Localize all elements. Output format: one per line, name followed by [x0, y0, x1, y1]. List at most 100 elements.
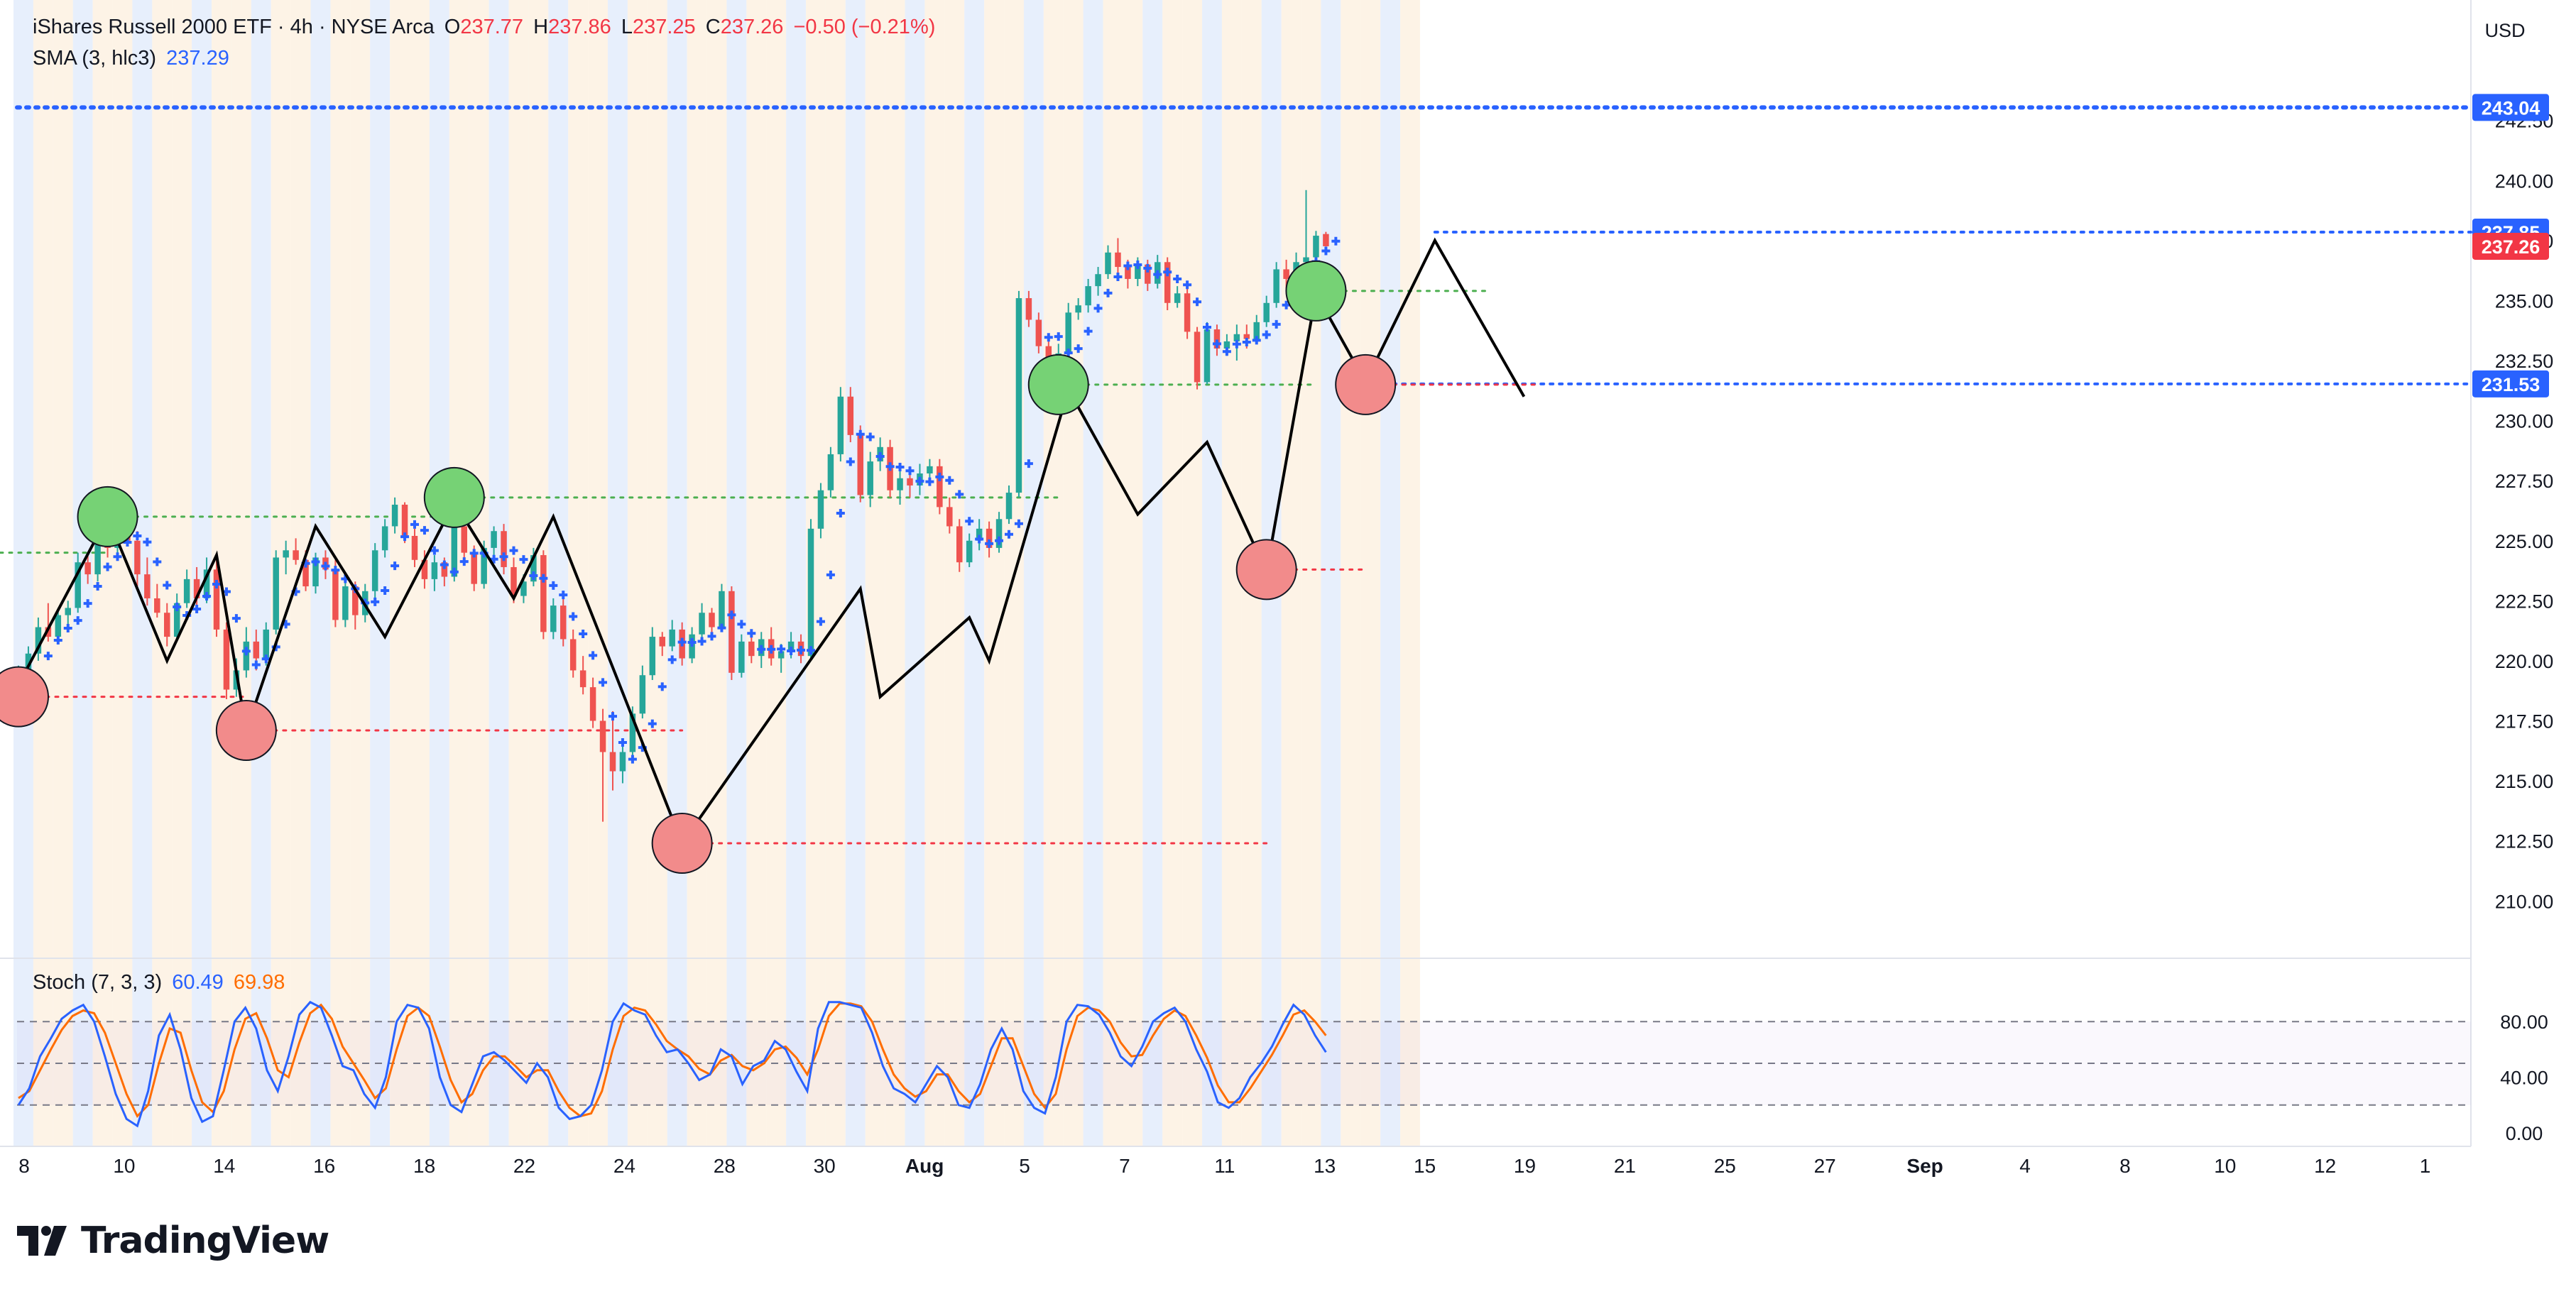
candle-body — [807, 528, 814, 657]
candle-body — [827, 454, 834, 490]
candle-body — [164, 613, 170, 637]
candle-body — [193, 579, 200, 598]
sma-marker — [579, 629, 588, 638]
candle-body — [1194, 331, 1201, 383]
sma-marker — [251, 660, 261, 669]
candle-body — [609, 752, 616, 772]
candle-body — [94, 543, 101, 575]
candle-body — [471, 552, 477, 584]
session-band — [1380, 0, 1401, 1146]
candle-body — [837, 396, 844, 454]
session-band — [1321, 0, 1341, 1146]
candle-body — [391, 505, 398, 527]
sma-marker — [657, 682, 667, 691]
candle-body — [1233, 334, 1240, 341]
sma-marker — [1321, 246, 1331, 256]
candle-body — [183, 579, 190, 603]
pivot-high-circle — [1027, 353, 1089, 415]
price-axis[interactable]: 210.00 212.50 215.00 217.50 220.00 222.50 225.… — [2472, 94, 2553, 1144]
sma-marker — [777, 645, 786, 654]
candle-body — [302, 559, 309, 587]
candle-body — [45, 627, 52, 637]
time-tick-label: 14 — [213, 1155, 235, 1177]
sma-marker — [807, 646, 815, 655]
session-band — [706, 0, 727, 1146]
candle-body — [154, 598, 160, 613]
sma-marker — [697, 637, 706, 646]
stoch-k-value: 60.49 — [172, 971, 224, 994]
candle-body — [847, 396, 854, 435]
sma-marker — [410, 520, 419, 529]
sma-marker — [43, 652, 53, 661]
session-band — [667, 0, 687, 1146]
sma-marker — [866, 432, 875, 442]
pivot-high-circle — [77, 486, 138, 547]
sma-marker — [1093, 304, 1103, 313]
symbol-title[interactable]: iShares Russell 2000 ETF · 4h · NYSE Arc… — [33, 16, 435, 38]
low-label: L — [621, 16, 633, 38]
sma-marker — [459, 557, 469, 566]
sma-marker — [1242, 338, 1251, 347]
sma-marker — [816, 617, 825, 626]
session-band — [845, 0, 866, 1146]
session-band — [647, 0, 667, 1146]
candle-body — [1243, 334, 1250, 339]
candle-body — [946, 507, 953, 527]
session-band — [1301, 0, 1321, 1146]
sma-marker — [1193, 297, 1202, 307]
session-band — [548, 0, 569, 1146]
candle-body — [520, 581, 527, 596]
session-band — [964, 0, 985, 1146]
sma-marker — [767, 645, 776, 654]
sma-marker — [1054, 332, 1063, 341]
sma-marker — [915, 476, 924, 486]
time-tick-label: 12 — [2314, 1155, 2336, 1177]
time-tick-label: 10 — [2214, 1155, 2236, 1177]
sma-marker — [1252, 336, 1261, 345]
candle-body — [709, 613, 715, 627]
time-tick-label: Aug — [905, 1155, 944, 1177]
sma-marker — [677, 637, 687, 647]
candle-body — [1303, 257, 1309, 263]
sma-label[interactable]: SMA (3, hlc3) — [33, 47, 157, 70]
sma-marker — [391, 561, 400, 571]
sma-marker — [608, 712, 617, 721]
close-label: C — [705, 16, 721, 38]
change-value: −0.50 (−0.21%) — [793, 16, 936, 38]
sma-marker — [797, 645, 806, 654]
sma-marker — [1014, 519, 1023, 528]
sma-marker — [440, 560, 449, 569]
candle-body — [134, 540, 141, 575]
session-band — [905, 0, 925, 1146]
candle-body — [481, 547, 487, 584]
time-tick-label: 15 — [1414, 1155, 1436, 1177]
time-tick-label: 28 — [714, 1155, 736, 1177]
sma-marker — [1331, 236, 1341, 246]
session-band — [1083, 0, 1103, 1146]
price-tick-label: 210.00 — [2495, 891, 2554, 912]
session-band — [53, 0, 73, 1146]
candle-body — [579, 670, 586, 688]
candle-body — [995, 519, 1003, 548]
candle-body — [1005, 493, 1013, 520]
candle-body — [550, 605, 557, 632]
candle-body — [1174, 293, 1181, 303]
pivot-level-lines — [0, 105, 2473, 845]
session-band — [1063, 0, 1084, 1146]
session-band — [1123, 0, 1143, 1146]
candle-body — [1283, 269, 1289, 279]
session-band — [825, 0, 846, 1146]
tradingview-logo-icon — [17, 1226, 67, 1256]
tradingview-logo[interactable]: TradingView — [17, 1219, 329, 1262]
sma-marker — [53, 635, 62, 645]
candle-body — [649, 637, 656, 676]
sma-marker — [836, 509, 845, 518]
candle-body — [84, 562, 91, 575]
candle-body — [253, 641, 260, 659]
currency-label: USD — [2484, 20, 2525, 41]
stoch-label[interactable]: Stoch (7, 3, 3) — [33, 971, 163, 994]
sma-marker — [856, 429, 865, 439]
legend-stoch-line: Stoch (7, 3, 3) 60.49 69.98 — [33, 971, 289, 994]
pivot-low-circle — [1235, 539, 1297, 601]
time-axis[interactable]: 8 10 14 16 18 22 24 28 30 Aug 5 7 11 13 15 19 21 25 27 Sep 4… — [18, 1155, 2430, 1177]
